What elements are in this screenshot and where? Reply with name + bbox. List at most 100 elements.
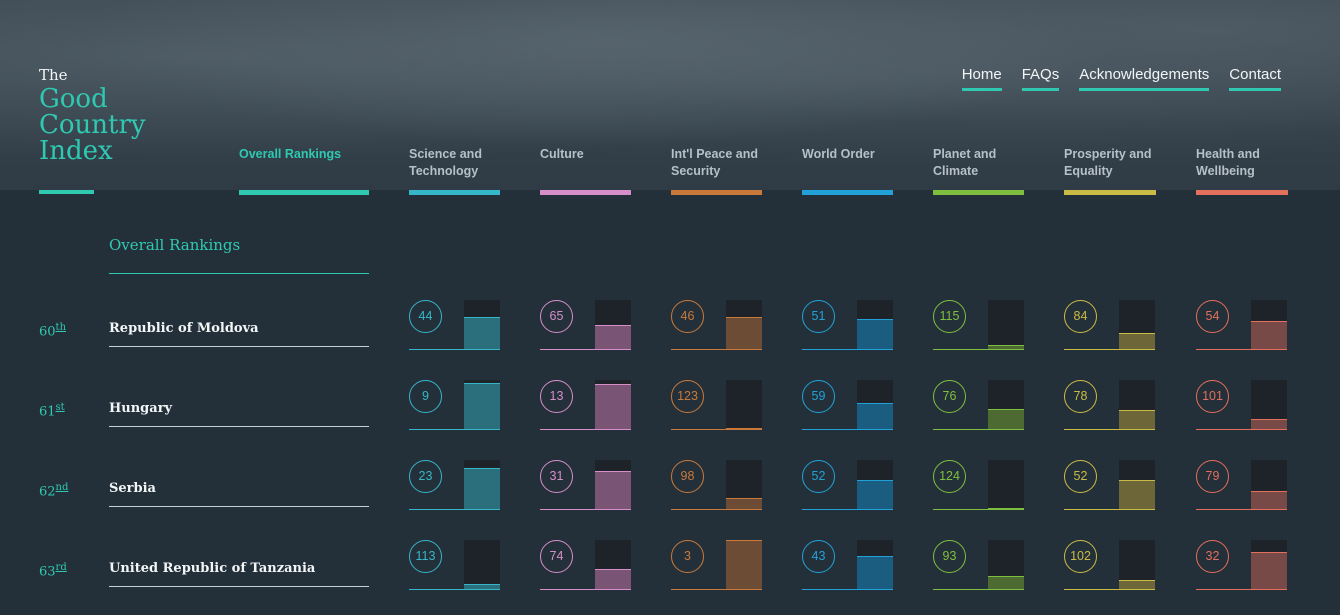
score-badge: 31: [540, 460, 573, 493]
score-badge: 52: [1064, 460, 1097, 493]
score-cell[interactable]: 44: [409, 300, 500, 350]
score-cell[interactable]: 98: [671, 460, 762, 510]
score-cell[interactable]: 115: [933, 300, 1024, 350]
score-cell[interactable]: 84: [1064, 300, 1155, 350]
score-baseline: [409, 589, 500, 590]
score-cell[interactable]: 31: [540, 460, 631, 510]
score-badge: 13: [540, 380, 573, 413]
rank-number: 62: [39, 484, 56, 500]
tab-culture-underline: [540, 190, 631, 195]
score-cell[interactable]: 101: [1196, 380, 1287, 430]
score-cell[interactable]: 43: [802, 540, 893, 590]
score-cell[interactable]: 78: [1064, 380, 1155, 430]
tab-culture[interactable]: Culture: [540, 147, 584, 161]
country-name[interactable]: United Republic of Tanzania: [109, 561, 369, 587]
score-cell[interactable]: 23: [409, 460, 500, 510]
score-cell[interactable]: 74: [540, 540, 631, 590]
country-name[interactable]: Republic of Moldova: [109, 321, 369, 347]
rank-label: 62nd: [39, 482, 68, 499]
score-cell[interactable]: 123: [671, 380, 762, 430]
score-baseline: [933, 349, 1024, 350]
tab-intl-peace-security-underline: [671, 190, 762, 195]
score-cell[interactable]: 76: [933, 380, 1024, 430]
score-badge: 9: [409, 380, 442, 413]
score-bar-track: [464, 380, 500, 430]
score-cell[interactable]: 52: [802, 460, 893, 510]
nav-faqs[interactable]: FAQs: [1021, 66, 1060, 91]
score-cell[interactable]: 102: [1064, 540, 1155, 590]
tab-world-order-underline: [802, 190, 893, 195]
score-baseline: [540, 589, 631, 590]
score-cell[interactable]: 51: [802, 300, 893, 350]
nav-acknowledgements[interactable]: Acknowledgements: [1079, 66, 1210, 91]
score-cell[interactable]: 13: [540, 380, 631, 430]
score-cell[interactable]: 124: [933, 460, 1024, 510]
score-cell[interactable]: 65: [540, 300, 631, 350]
score-cell[interactable]: 52: [1064, 460, 1155, 510]
score-baseline: [540, 509, 631, 510]
score-bar-fill: [1119, 580, 1155, 590]
score-cell[interactable]: 3: [671, 540, 762, 590]
score-baseline: [671, 509, 762, 510]
score-bar-fill: [464, 383, 500, 430]
tab-prosperity-equality[interactable]: Prosperity and Equality: [1064, 147, 1152, 178]
score-bar-fill: [464, 468, 500, 510]
score-baseline: [933, 589, 1024, 590]
score-bar-fill: [1119, 480, 1155, 510]
score-bar-fill: [595, 569, 631, 590]
score-badge: 65: [540, 300, 573, 333]
tab-health-wellbeing[interactable]: Health and Wellbeing: [1196, 147, 1260, 178]
score-baseline: [409, 349, 500, 350]
score-bar-fill: [857, 556, 893, 590]
score-bar-fill: [988, 409, 1024, 430]
score-cell[interactable]: 93: [933, 540, 1024, 590]
score-bar-fill: [857, 403, 893, 430]
tab-intl-peace-security[interactable]: Int'l Peace and Security: [671, 147, 759, 178]
score-badge: 32: [1196, 540, 1229, 573]
score-cell[interactable]: 32: [1196, 540, 1287, 590]
score-bar-fill: [1251, 419, 1287, 430]
score-cell[interactable]: 54: [1196, 300, 1287, 350]
score-baseline: [1196, 509, 1287, 510]
score-baseline: [409, 429, 500, 430]
score-badge: 84: [1064, 300, 1097, 333]
tab-health-wellbeing-underline: [1196, 190, 1288, 195]
score-bar-track: [595, 540, 631, 590]
score-badge: 123: [671, 380, 704, 413]
country-name[interactable]: Serbia: [109, 481, 369, 507]
score-baseline: [1064, 589, 1155, 590]
score-bar-track: [595, 380, 631, 430]
score-cell[interactable]: 46: [671, 300, 762, 350]
score-cell[interactable]: 9: [409, 380, 500, 430]
section-title: Overall Rankings: [109, 236, 241, 254]
score-bar-fill: [1251, 491, 1287, 510]
tab-science-technology[interactable]: Science and Technology: [409, 147, 482, 178]
score-bar-fill: [726, 317, 762, 350]
tab-overall-rankings-underline: [239, 190, 369, 195]
score-bar-fill: [857, 480, 893, 510]
nav-contact[interactable]: Contact: [1229, 66, 1281, 91]
site-logo[interactable]: The Good Country Index: [39, 66, 169, 164]
rank-label: 63rd: [39, 562, 67, 579]
country-name[interactable]: Hungary: [109, 401, 369, 427]
rank-suffix: nd: [55, 482, 69, 493]
score-cell[interactable]: 79: [1196, 460, 1287, 510]
tab-planet-climate[interactable]: Planet and Climate: [933, 147, 997, 178]
score-bar-fill: [464, 584, 500, 590]
score-badge: 78: [1064, 380, 1097, 413]
tab-overall-rankings[interactable]: Overall Rankings: [239, 147, 342, 161]
score-cell[interactable]: 59: [802, 380, 893, 430]
score-baseline: [409, 509, 500, 510]
score-baseline: [933, 509, 1024, 510]
tab-world-order[interactable]: World Order: [802, 147, 875, 161]
score-bar-track: [595, 460, 631, 510]
score-bar-fill: [988, 345, 1024, 350]
score-bar-track: [857, 460, 893, 510]
score-cell[interactable]: 113: [409, 540, 500, 590]
nav-home[interactable]: Home: [961, 66, 1002, 91]
score-baseline: [1196, 429, 1287, 430]
score-bar-track: [726, 380, 762, 430]
score-bar-track: [1119, 540, 1155, 590]
score-baseline: [1064, 429, 1155, 430]
score-bar-track: [1119, 380, 1155, 430]
